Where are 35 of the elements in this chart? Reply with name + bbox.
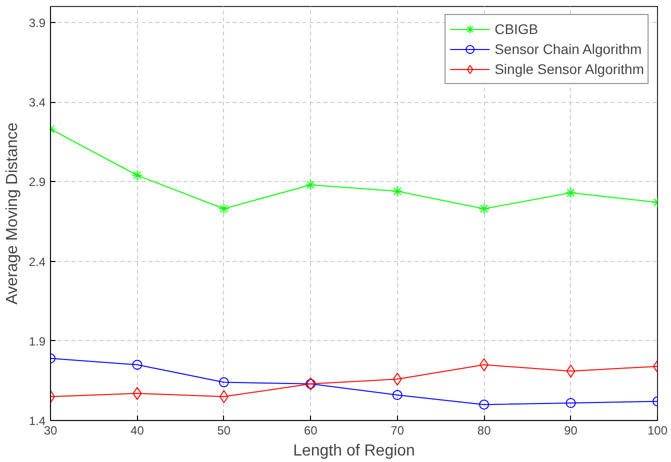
x-tick-label: 80: [477, 424, 492, 438]
x-axis-title: Length of Region: [293, 442, 415, 460]
y-tick-label: 3.4: [28, 96, 46, 110]
y-tick-label: 3.9: [28, 16, 46, 30]
point: [305, 179, 316, 190]
legend-label: Single Sensor Algorithm: [494, 61, 644, 77]
point: [392, 390, 402, 400]
point: [478, 203, 490, 214]
x-tick-label: 90: [564, 424, 578, 438]
point: [218, 377, 229, 388]
point: [479, 400, 490, 410]
y-tick-label: 2.4: [28, 254, 46, 269]
point: [132, 386, 142, 400]
point: [392, 372, 402, 386]
point: [566, 398, 576, 408]
x-tick-label: 100: [647, 424, 668, 438]
y-axis-title: Average Moving Distance: [4, 122, 21, 305]
x-tick-label: 50: [217, 424, 231, 438]
x-tick-label: 60: [304, 424, 318, 438]
legend-label: CBIGB: [494, 21, 538, 37]
point: [218, 203, 230, 214]
y-tick-label: 2.9: [28, 175, 46, 190]
point: [566, 364, 576, 378]
point: [392, 186, 403, 197]
point: [565, 187, 576, 198]
y-tick-label: 1.4: [28, 414, 46, 428]
point: [219, 390, 228, 404]
x-tick-label: 40: [130, 424, 144, 438]
x-tick-label: 70: [390, 424, 404, 438]
x-tick-label: 30: [44, 424, 58, 438]
point: [480, 358, 489, 372]
point: [132, 170, 143, 181]
legend-label: Sensor Chain Algorithm: [494, 41, 642, 57]
y-tick-label: 1.9: [28, 334, 46, 348]
point: [132, 360, 142, 370]
